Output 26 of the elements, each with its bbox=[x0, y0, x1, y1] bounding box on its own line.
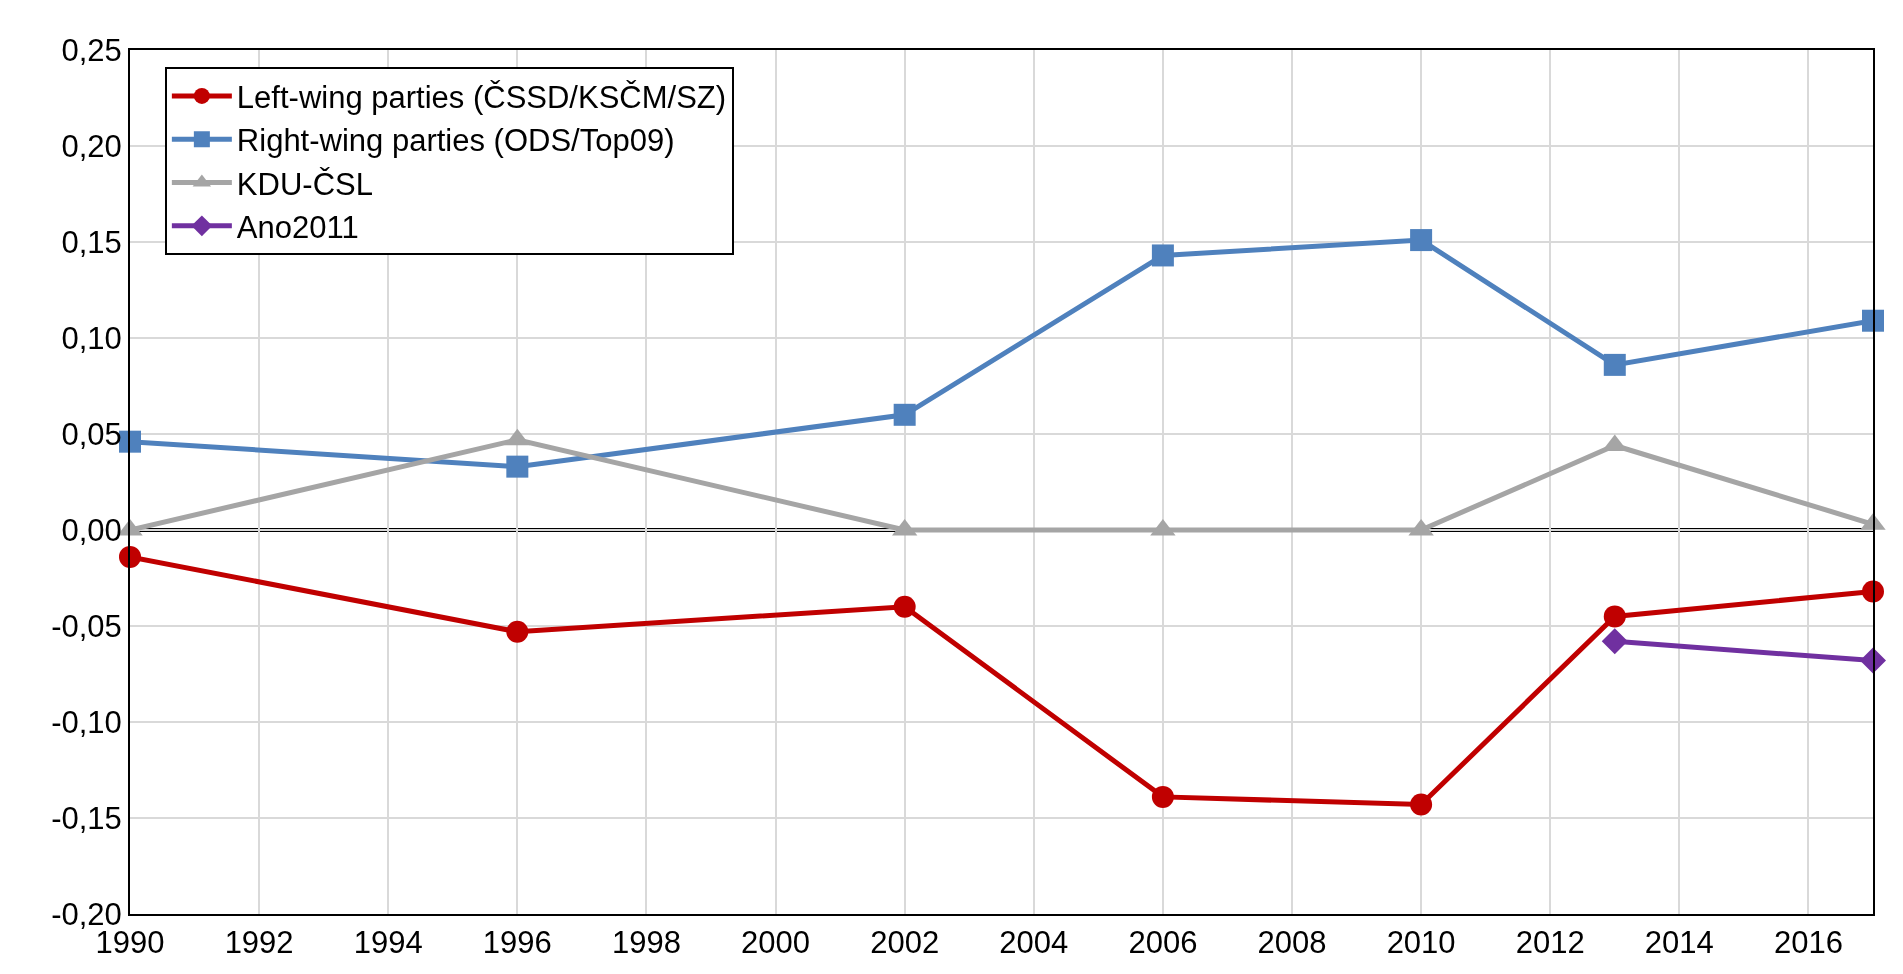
x-tick-label: 2006 bbox=[1128, 925, 1198, 961]
y-tick-label: 0,20 bbox=[61, 128, 122, 164]
x-tick-label: 2004 bbox=[999, 925, 1069, 961]
legend-label: KDU-ČSL bbox=[236, 166, 373, 202]
x-tick-label: 2010 bbox=[1386, 925, 1456, 961]
x-tick-label: 2016 bbox=[1773, 925, 1843, 961]
y-tick-label: -0,10 bbox=[51, 704, 122, 740]
y-tick-label: 0,05 bbox=[61, 416, 122, 452]
y-tick-label: 0,15 bbox=[61, 224, 122, 260]
y-tick-label: -0,15 bbox=[51, 800, 122, 836]
x-tick-label: 1996 bbox=[482, 925, 552, 961]
y-tick-label: 0,25 bbox=[61, 32, 122, 68]
x-tick-label: 2000 bbox=[741, 925, 811, 961]
x-tick-label: 1992 bbox=[224, 925, 294, 961]
x-tick-label: 2002 bbox=[870, 925, 940, 961]
x-tick-label: 2008 bbox=[1257, 925, 1327, 961]
x-tick-label: 2014 bbox=[1644, 925, 1714, 961]
x-tick-label: 1994 bbox=[353, 925, 423, 961]
legend-label: Ano2011 bbox=[236, 209, 359, 245]
legend-label: Right-wing parties (ODS/Top09) bbox=[236, 123, 675, 159]
y-tick-label: -0,05 bbox=[51, 608, 122, 644]
x-tick-label: 2012 bbox=[1515, 925, 1585, 961]
x-tick-label: 1998 bbox=[611, 925, 681, 961]
legend-label: Left-wing parties (ČSSD/KSČM/SZ) bbox=[236, 80, 727, 116]
y-tick-label: 0,00 bbox=[61, 512, 122, 548]
y-tick-label: 0,10 bbox=[61, 320, 122, 356]
